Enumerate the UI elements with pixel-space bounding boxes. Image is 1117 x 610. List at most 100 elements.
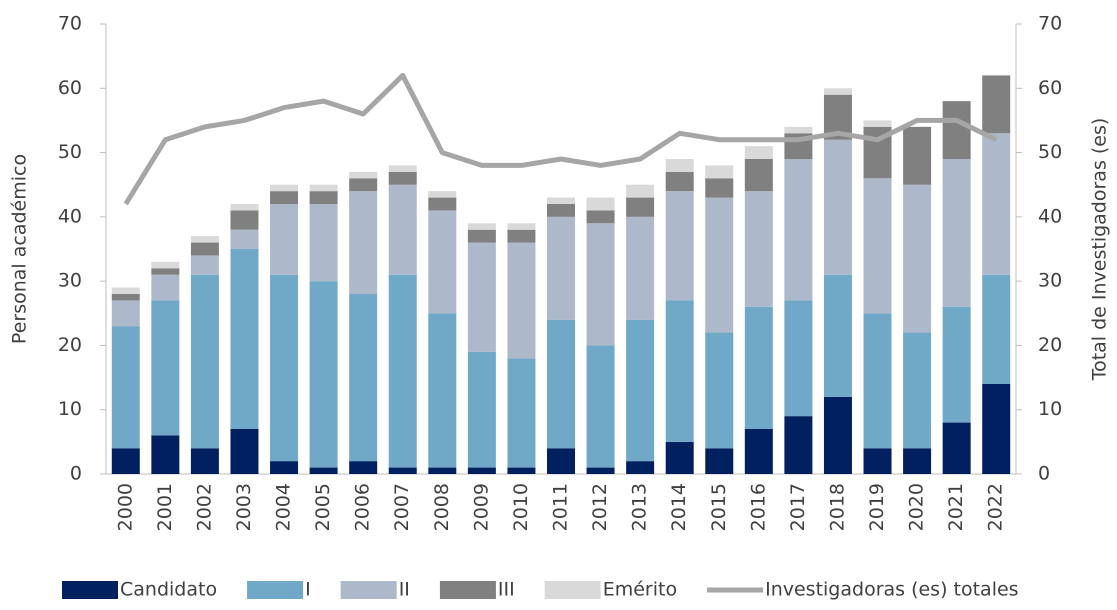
legend-label: III	[498, 579, 515, 601]
bar-segment	[507, 223, 536, 230]
bar-segment	[863, 178, 892, 314]
bar-segment	[982, 75, 1011, 134]
bar-segment	[467, 351, 496, 468]
y-tick-label: 40	[58, 205, 82, 227]
bar-segment	[626, 461, 655, 474]
bar-segment	[507, 467, 536, 474]
bar-segment	[190, 236, 219, 243]
y-tick-label: 10	[58, 398, 82, 420]
y-tick-label: 20	[58, 334, 82, 356]
bar-segment	[428, 313, 457, 468]
bar-segment	[467, 223, 496, 230]
bar-segment	[151, 268, 180, 275]
y2-tick-label: 20	[1038, 334, 1062, 356]
x-tick-label: 2003	[233, 483, 255, 531]
y2-tick-label: 30	[1038, 270, 1062, 292]
bar-segment	[903, 126, 932, 185]
bar-segment	[111, 300, 140, 327]
bar-segment	[388, 467, 417, 474]
bar-segment	[547, 319, 575, 449]
bar-segment	[823, 88, 852, 95]
y-axis-title: Personal académico	[9, 154, 31, 344]
x-tick-label: 2009	[470, 483, 492, 531]
bar-segment	[903, 448, 932, 474]
bar-segment	[309, 184, 338, 192]
bar-segment	[428, 210, 457, 314]
x-tick-label: 2015	[708, 483, 730, 531]
bar-segment	[863, 448, 892, 474]
bar-segment	[982, 384, 1011, 474]
bar-segment	[151, 300, 180, 436]
bar-segment	[982, 133, 1011, 275]
bar-segment	[626, 319, 655, 462]
bar-segment	[547, 204, 575, 217]
bar-segment	[270, 274, 299, 462]
bar-segment	[507, 358, 536, 468]
x-tick-label: 2000	[114, 483, 136, 531]
bar-segment	[190, 255, 219, 275]
bar-segment	[863, 313, 892, 449]
bar-segment	[388, 171, 417, 185]
x-tick-label: 2022	[985, 483, 1007, 531]
bar-segment	[744, 306, 773, 429]
y2-tick-label: 70	[1038, 13, 1062, 35]
legend-label: Investigadoras (es) totales	[765, 579, 1018, 601]
bar-segment	[547, 216, 575, 320]
x-tick-label: 2011	[550, 483, 572, 531]
bar-segment	[230, 429, 259, 474]
bar-segment	[744, 429, 773, 474]
bar-segment	[942, 422, 971, 474]
bar-segment	[151, 274, 180, 301]
y2-axis-title: Total de Investigadoras (es)	[1089, 118, 1111, 382]
x-tick-label: 2016	[747, 483, 769, 531]
bar-segment	[230, 229, 259, 249]
bar-segment	[230, 249, 259, 429]
bar-segment	[586, 197, 615, 211]
x-tick-label: 2018	[826, 483, 848, 531]
bar-segment	[349, 191, 378, 294]
legend-swatch	[340, 581, 397, 599]
x-tick-label: 2017	[787, 483, 809, 531]
bar-segment	[111, 326, 140, 449]
bar-segment	[665, 191, 694, 301]
bar-segment	[230, 210, 259, 230]
y2-tick-label: 10	[1038, 398, 1062, 420]
bar-segment	[388, 165, 417, 172]
y-tick-label: 50	[58, 141, 82, 163]
x-tick-label: 2013	[629, 483, 651, 531]
bar-segment	[784, 416, 813, 474]
x-tick-label: 2001	[154, 483, 176, 531]
bar-segment	[507, 242, 536, 359]
x-tick-label: 2008	[431, 483, 453, 531]
bar-segment	[190, 242, 219, 256]
line-series	[123, 72, 998, 206]
bar-segment	[467, 229, 496, 243]
bar-segment	[903, 184, 932, 333]
bar-segment	[270, 204, 299, 275]
bar-segment	[744, 146, 773, 159]
bar-segment	[467, 242, 496, 352]
bar-segment	[982, 274, 1011, 384]
x-tick-label: 2019	[866, 483, 888, 531]
bar-segment	[111, 294, 140, 301]
bar-segment	[665, 171, 694, 192]
x-tick-label: 2007	[391, 483, 413, 531]
bar-segment	[823, 274, 852, 397]
bar-segment	[784, 126, 813, 134]
bar-segment	[942, 306, 971, 423]
x-tick-label: 2020	[906, 483, 928, 531]
x-tick-label: 2012	[589, 483, 611, 531]
x-tick-label: 2002	[193, 483, 215, 531]
bar-segment	[705, 332, 734, 449]
x-tick-label: 2010	[510, 483, 532, 531]
bar-segment	[270, 461, 299, 474]
bar-segment	[942, 159, 971, 307]
bar-segment	[388, 184, 417, 275]
bar-segment	[942, 101, 971, 159]
x-tick-label: 2021	[945, 483, 967, 531]
bar-segment	[151, 435, 180, 474]
y2-tick-label: 40	[1038, 205, 1062, 227]
bar-segment	[705, 178, 734, 198]
legend-swatch	[247, 581, 304, 599]
